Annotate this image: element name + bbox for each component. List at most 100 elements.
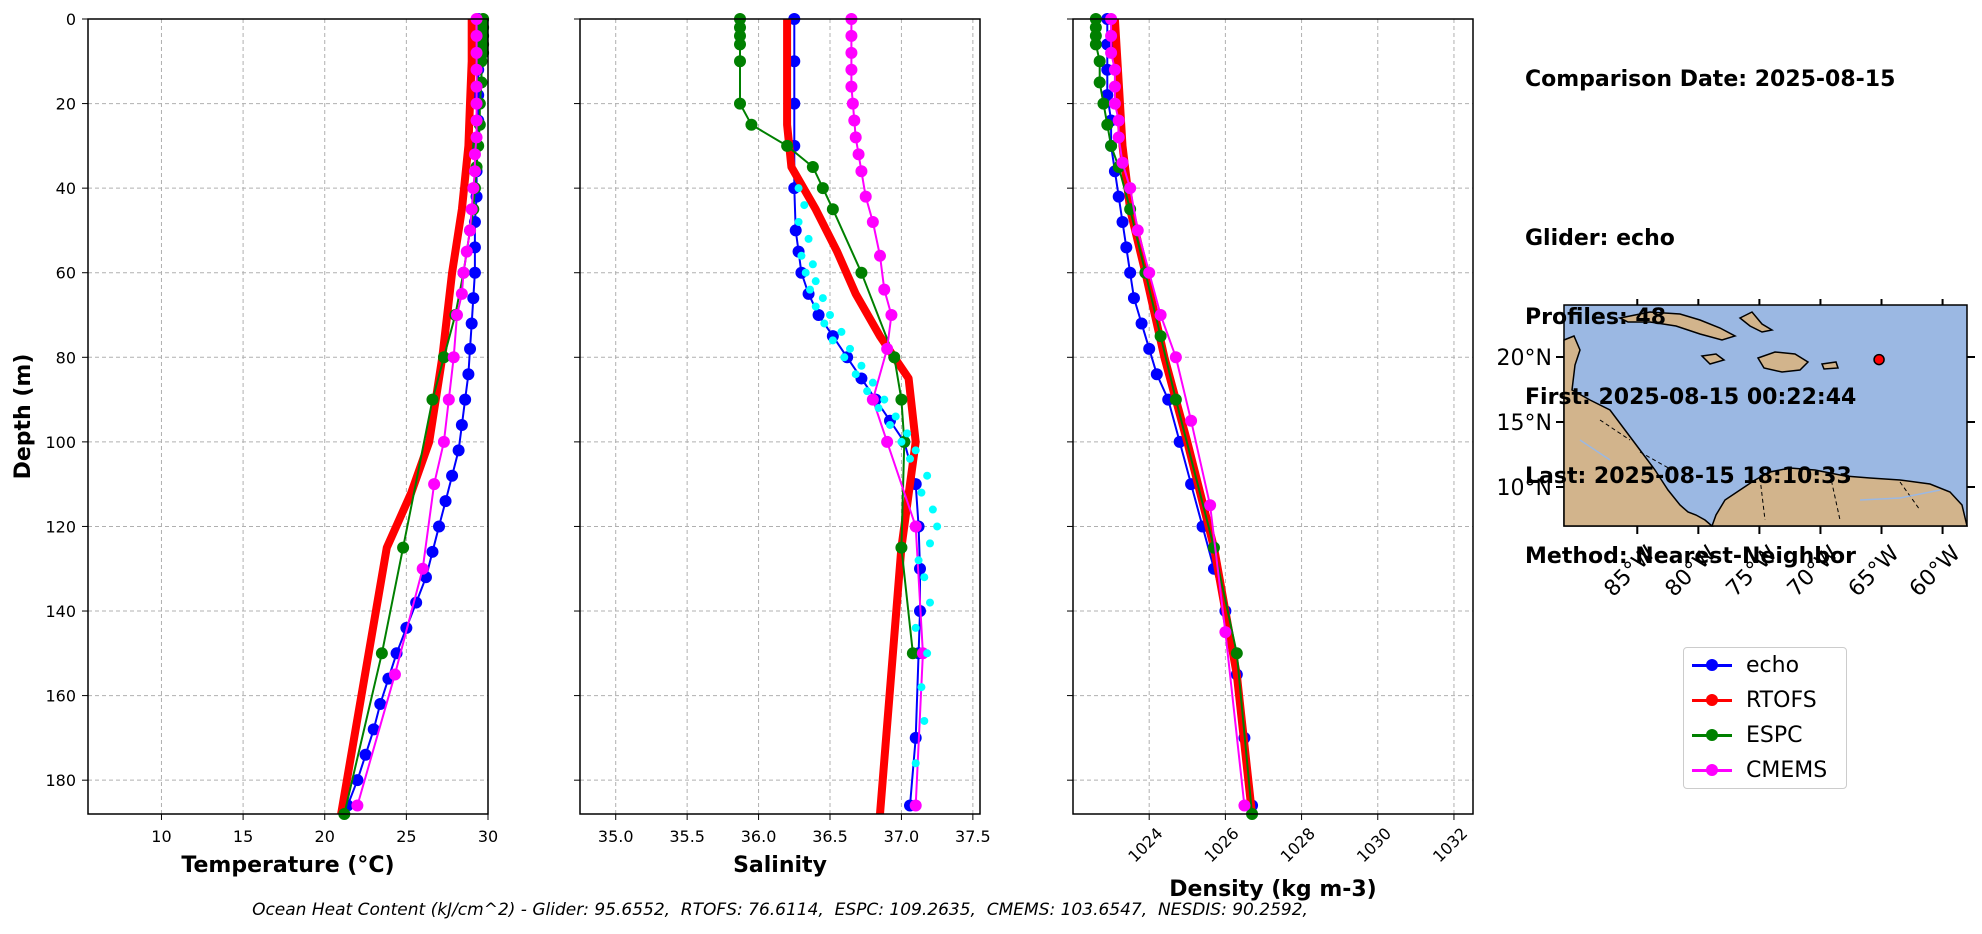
data-point-echo <box>1143 342 1156 355</box>
salinity-raw-point <box>911 759 920 768</box>
data-point-echo <box>464 342 477 355</box>
data-point-echo <box>459 393 472 406</box>
salinity-raw-point <box>863 387 872 396</box>
data-point-cmems <box>874 249 886 262</box>
salinity-raw-point <box>857 361 866 370</box>
data-point-cmems <box>845 63 858 76</box>
data-point-echo <box>455 418 468 431</box>
glider-position-marker <box>1873 353 1885 366</box>
salinity-raw-point <box>928 505 937 514</box>
data-point-echo <box>1116 215 1129 228</box>
puerto-rico-land <box>1820 361 1840 370</box>
data-point-cmems <box>866 393 879 406</box>
salinity-raw-point <box>797 251 806 260</box>
data-point-cmems <box>1108 97 1121 110</box>
data-point-cmems <box>1169 351 1182 364</box>
salinity-raw-point <box>794 217 803 226</box>
data-point-espc <box>745 118 758 131</box>
data-point-echo <box>446 469 459 482</box>
jamaica-land <box>1700 353 1726 365</box>
salinity-raw-point <box>923 649 932 658</box>
data-point-espc <box>1105 139 1118 152</box>
ocean-heat-content-caption: Ocean Heat Content (kJ/cm^2) - Glider: 9… <box>252 900 1308 920</box>
data-point-cmems <box>866 215 879 228</box>
plot-frame <box>579 18 981 815</box>
data-point-cmems <box>468 148 481 161</box>
data-point-espc <box>888 351 901 364</box>
data-point-cmems <box>1143 266 1156 279</box>
x-tick-label: 15 <box>233 827 253 846</box>
salinity-raw-point <box>837 327 846 336</box>
data-point-echo <box>1112 190 1125 203</box>
salinity-raw-point <box>891 412 900 421</box>
salinity-raw-point <box>880 395 889 404</box>
data-point-cmems <box>1108 63 1121 76</box>
data-point-espc <box>806 161 819 174</box>
data-point-cmems <box>467 182 480 195</box>
data-point-cmems <box>470 80 483 93</box>
salinity-raw-point <box>917 683 926 692</box>
data-point-cmems <box>1154 309 1167 322</box>
x-tick-label: 20 <box>315 827 335 846</box>
salinity-raw-point <box>886 420 894 429</box>
map-land <box>1563 311 1968 527</box>
data-point-cmems <box>909 520 922 533</box>
legend-label-cmems: CMEMS <box>1746 757 1828 783</box>
map-rivers <box>1579 439 1941 501</box>
salinity-raw-point <box>794 184 803 193</box>
region-map: 10°N15°N20°N85°W 80°W 75°W 70°W 65°W 60°W <box>1497 299 1975 602</box>
legend-marker-echo <box>1706 658 1718 671</box>
series-line-echo <box>346 19 480 806</box>
legend-swatch-echo <box>1692 658 1732 671</box>
legend-swatch-rtofs <box>1692 693 1732 706</box>
map-lat-label: 15°N <box>1497 411 1552 436</box>
salinity-panel: 35.0 35.5 36.0 36.5 37.0 37.5 Salinity <box>574 13 991 878</box>
data-point-echo <box>914 562 926 575</box>
data-point-espc <box>734 55 746 68</box>
legend-marker-cmems <box>1706 763 1718 776</box>
salinity-raw-point <box>846 344 854 353</box>
data-point-cmems <box>470 97 483 110</box>
plot-frame <box>87 18 489 815</box>
data-point-echo <box>1135 317 1148 330</box>
legend-label-espc: ESPC <box>1746 722 1803 748</box>
data-point-echo <box>426 545 439 558</box>
salinity-raw-point <box>903 429 912 438</box>
data-point-cmems <box>470 29 483 42</box>
salinity-raw-point <box>926 539 934 548</box>
data-point-echo <box>1124 266 1137 279</box>
data-point-espc <box>734 21 746 34</box>
y-tick-label: 120 <box>45 517 76 536</box>
data-point-cmems <box>909 799 922 812</box>
x-tick-label: 1028 <box>1277 824 1319 866</box>
data-point-cmems <box>1219 626 1232 639</box>
y-tick-label: 140 <box>45 602 76 621</box>
data-point-espc <box>734 29 746 42</box>
data-point-cmems <box>881 342 894 355</box>
glider-name: Glider: echo <box>1525 225 1675 251</box>
salinity-raw-point <box>920 573 929 582</box>
interpolation-method: Method: Nearest-Neighbor <box>1525 543 1856 569</box>
data-point-cmems <box>388 668 401 681</box>
legend: echo RTOFS ESPC CMEMS <box>1683 647 1847 789</box>
data-point-echo <box>1127 292 1140 305</box>
salinity-raw-point <box>808 260 817 269</box>
data-point-echo <box>467 292 480 305</box>
series-line-espc <box>739 19 914 654</box>
map-borders <box>1599 419 1921 521</box>
y-tick-label: 0 <box>66 10 76 29</box>
data-point-espc <box>1169 393 1182 406</box>
data-point-espc <box>895 541 908 554</box>
data-point-espc <box>816 182 829 195</box>
salinity-raw-point <box>911 446 920 455</box>
data-point-echo <box>439 495 452 508</box>
last-profile-time: Last: 2025-08-15 18:10:33 <box>1525 464 1852 489</box>
x-tick-label: 30 <box>478 827 498 846</box>
data-point-echo <box>374 698 387 711</box>
data-point-espc <box>734 38 746 51</box>
salinity-raw-point <box>820 319 829 328</box>
data-point-cmems <box>455 287 468 300</box>
data-point-cmems <box>1124 182 1137 195</box>
data-point-echo <box>789 224 802 237</box>
legend-label-echo: echo <box>1746 652 1800 678</box>
